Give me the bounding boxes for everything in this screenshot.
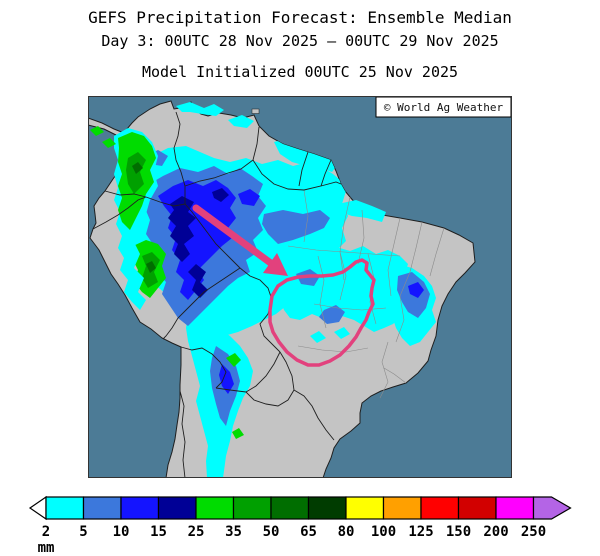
precip-patch <box>226 353 241 367</box>
model-init-line: Model Initialized 00UTC 25 Nov 2025 <box>141 63 459 81</box>
colorbar-segment <box>420 496 460 520</box>
page-root: { "header": { "title": "GEFS Precipitati… <box>0 8 600 556</box>
precip-layer-coastal <box>90 102 386 310</box>
precip-patch <box>238 189 260 206</box>
colorbar-tick-label: 10 <box>113 524 130 540</box>
colorbar-segment <box>82 496 122 520</box>
precip-patch <box>102 138 116 148</box>
forecast-map: © World Ag Weather <box>88 96 512 478</box>
colorbar-tick-label: 15 <box>150 524 167 540</box>
precip-patch <box>132 162 143 174</box>
precip-patch <box>274 138 338 172</box>
precip-patch <box>176 102 224 116</box>
colorbar-segment <box>195 496 235 520</box>
island-trinidad <box>251 108 260 114</box>
colorbar-segment <box>382 496 422 520</box>
forecast-period-line: Day 3: 00UTC 28 Nov 2025 — 00UTC 29 Nov … <box>101 32 499 50</box>
colorbar-tick-label: 5 <box>79 524 87 540</box>
colorbar-segment <box>232 496 272 520</box>
precip-patch <box>212 188 229 202</box>
precip-patch <box>168 196 196 262</box>
colorbar-tick-label: 35 <box>225 524 242 540</box>
page-title: GEFS Precipitation Forecast: Ensemble Me… <box>88 8 512 27</box>
colorbar-tick-label: 50 <box>263 524 280 540</box>
map-frame <box>88 96 512 478</box>
map-canvas: © World Ag Weather <box>88 96 512 478</box>
colorbar-segment <box>457 496 497 520</box>
colorbar-tick-label: 100 <box>371 524 396 540</box>
colorbar-tick-label: 65 <box>300 524 317 540</box>
colorbar-tick-label: 125 <box>408 524 433 540</box>
copyright-box: © World Ag Weather <box>375 96 512 118</box>
colorbar-segment <box>495 496 535 520</box>
annotation-arrow-shaft <box>192 204 276 268</box>
colorbar-unit-label: mm <box>38 540 55 556</box>
colorbar-tick-label: 2 <box>42 524 50 540</box>
colorbar-segment <box>270 496 310 520</box>
precip-patch <box>228 115 254 128</box>
colorbar-segment <box>345 496 385 520</box>
precip-patch <box>262 210 330 244</box>
precip-patch <box>232 428 244 439</box>
country-borders <box>92 111 342 478</box>
annotation-arrow-head <box>263 253 288 276</box>
colorbar-segment <box>157 496 197 520</box>
colorbar-segment <box>45 496 85 520</box>
precip-patch <box>219 364 234 394</box>
colorbar-tick-label: 200 <box>483 524 508 540</box>
precip-patch <box>188 264 208 298</box>
copyright-label: © World Ag Weather <box>384 101 504 114</box>
precip-patch <box>90 126 104 136</box>
annotation-region-outline <box>268 258 376 367</box>
header: GEFS Precipitation Forecast: Ensemble Me… <box>0 8 600 81</box>
precip-patch <box>146 261 156 273</box>
colorbar-right-arrow <box>532 496 572 520</box>
colorbar-left-arrow <box>28 495 47 521</box>
precip-patch <box>310 331 326 343</box>
precip-patch <box>334 327 350 339</box>
colorbar-tick-label: 150 <box>446 524 471 540</box>
colorbar: 2 5 10 15 25 35 50 65 80 100 125 150 200 250 mm <box>0 486 600 556</box>
colorbar-tick-label: 250 <box>521 524 546 540</box>
annotations <box>192 204 376 367</box>
colorbar-segment <box>120 496 160 520</box>
colorbar-tick-label: 80 <box>338 524 355 540</box>
precip-patch <box>319 305 345 324</box>
precip-patch <box>408 282 424 298</box>
colorbar-tick-label: 25 <box>188 524 205 540</box>
colorbar-segment <box>307 496 347 520</box>
